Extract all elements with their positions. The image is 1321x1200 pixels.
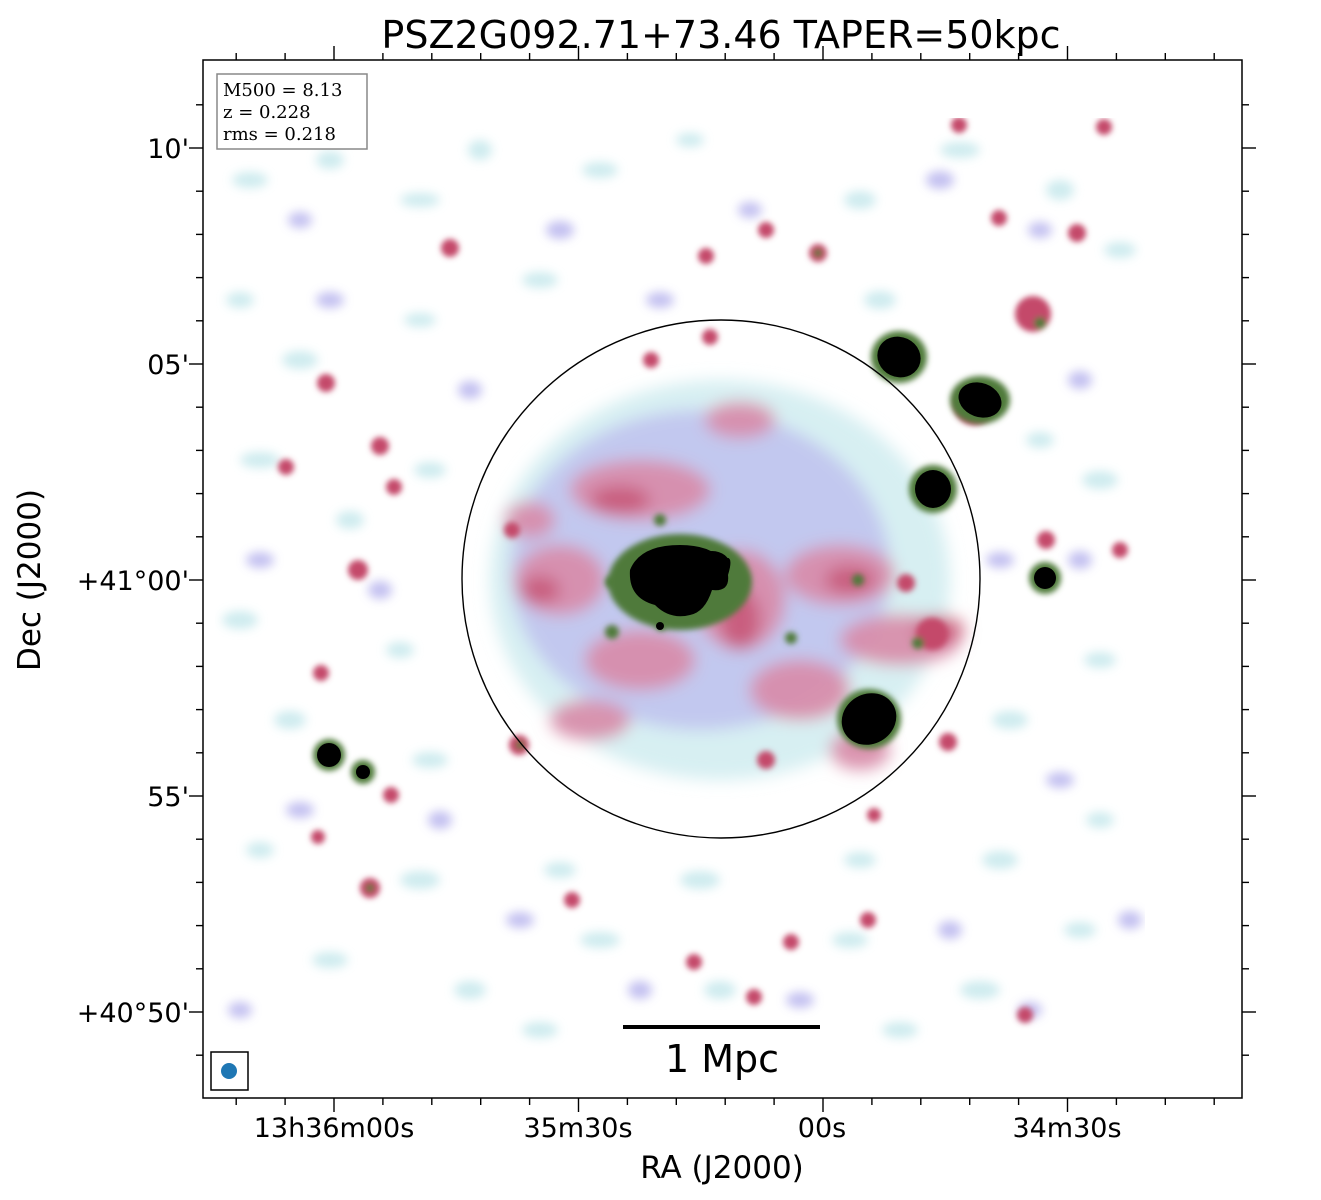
ra-tick-label: 34m30s: [1012, 1113, 1121, 1144]
redshift-value: z = 0.228: [223, 102, 311, 123]
plot-title: PSZ2G092.71+73.46 TAPER=50kpc: [381, 13, 1060, 57]
bright-sources: [313, 331, 1061, 784]
rms-value: rms = 0.218: [223, 124, 336, 145]
dec-tick-label: 05': [147, 350, 189, 381]
ra-tick-label: 13h36m00s: [254, 1113, 415, 1144]
dec-tick-label: 10': [147, 134, 189, 165]
ra-tick-label: 35m30s: [523, 1113, 632, 1144]
scale-bar: 1 Mpc: [623, 1025, 820, 1081]
radio-image: [222, 118, 1142, 1038]
dec-tick-labels: 10' 05' +41°00' 55' +40°50': [77, 134, 189, 1029]
scale-bar-label: 1 Mpc: [665, 1037, 779, 1081]
dec-tick-label: +41°00': [77, 566, 189, 597]
ra-tick-label: 00s: [798, 1113, 846, 1144]
beam-ellipse: [221, 1063, 237, 1079]
axis-ticks: [189, 46, 1256, 1112]
y-axis-label: Dec (J2000): [12, 489, 48, 671]
axes-frame: [202, 59, 1243, 1099]
dec-tick-label: +40°50': [77, 998, 189, 1029]
r500-circle: [461, 319, 981, 839]
x-axis-label: RA (J2000): [640, 1150, 804, 1186]
dec-tick-label: 55': [147, 782, 189, 813]
noise-layer: [222, 133, 1142, 1038]
beam-indicator: [210, 1051, 249, 1091]
m500-value: M500 = 8.13: [223, 80, 342, 101]
ra-tick-labels: 13h36m00s 35m30s 00s 34m30s: [254, 1113, 1122, 1144]
central-source: [608, 534, 752, 630]
info-box: M500 = 8.13 z = 0.228 rms = 0.218: [216, 73, 368, 150]
